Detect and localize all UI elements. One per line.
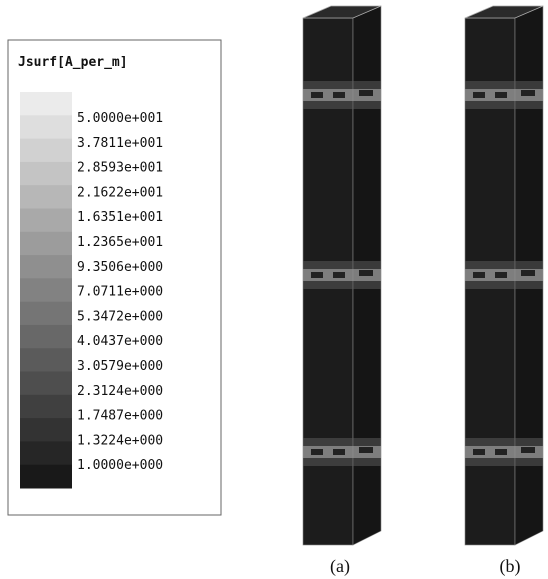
gap	[473, 92, 485, 98]
gap	[311, 92, 323, 98]
legend-label: 2.8593e+001	[77, 161, 163, 176]
column	[465, 6, 543, 545]
swatch	[20, 208, 72, 232]
gap	[311, 449, 323, 455]
legend-label: 2.3124e+000	[77, 384, 163, 399]
gap	[333, 92, 345, 98]
caption: (b)	[500, 556, 521, 577]
swatch	[20, 255, 72, 279]
swatch	[20, 115, 72, 139]
swatch	[20, 395, 72, 419]
swatch	[20, 92, 72, 116]
legend-label: 3.7811e+001	[77, 136, 163, 151]
legend-labels: 5.0000e+001 3.7811e+001 2.8593e+001 2.1622e…	[77, 111, 163, 473]
gap	[333, 272, 345, 278]
legend-label: 5.3472e+000	[77, 309, 163, 324]
legend-label: 5.0000e+001	[77, 111, 163, 126]
legend-label: 3.0579e+000	[77, 359, 163, 374]
gap	[333, 449, 345, 455]
legend-label: 7.0711e+000	[77, 285, 163, 300]
gap	[359, 447, 373, 453]
column	[303, 6, 381, 545]
gap	[311, 272, 323, 278]
legend-label: 1.3224e+000	[77, 433, 163, 448]
swatch	[20, 372, 72, 396]
swatch	[20, 441, 72, 465]
gap	[495, 92, 507, 98]
legend-label: 4.0437e+000	[77, 334, 163, 349]
legend-label: 2.1622e+001	[77, 185, 163, 200]
renders	[303, 6, 543, 545]
swatch	[20, 139, 72, 163]
gap	[521, 447, 535, 453]
caption: (a)	[330, 556, 350, 577]
legend-label: 1.2365e+001	[77, 235, 163, 250]
gap	[521, 90, 535, 96]
swatch	[20, 418, 72, 442]
swatch	[20, 162, 72, 186]
figure: Jsurf[A_per_m] 5.0000e+001 3.7811e+001 2.8…	[0, 0, 548, 579]
swatch	[20, 302, 72, 326]
gap	[495, 449, 507, 455]
legend-label: 9.3506e+000	[77, 260, 163, 275]
legend-label: 1.0000e+000	[77, 458, 163, 473]
gap	[495, 272, 507, 278]
swatch	[20, 348, 72, 372]
swatch	[20, 232, 72, 256]
gap	[473, 272, 485, 278]
swatch	[20, 278, 72, 302]
legend-label: 1.7487e+000	[77, 409, 163, 424]
legend-title: Jsurf[A_per_m]	[18, 55, 128, 70]
swatch	[20, 185, 72, 209]
swatch	[20, 465, 72, 489]
gap	[473, 449, 485, 455]
gap	[359, 270, 373, 276]
swatch	[20, 325, 72, 349]
gap	[359, 90, 373, 96]
legend-swatches	[20, 92, 72, 489]
gap	[521, 270, 535, 276]
legend-label: 1.6351e+001	[77, 210, 163, 225]
